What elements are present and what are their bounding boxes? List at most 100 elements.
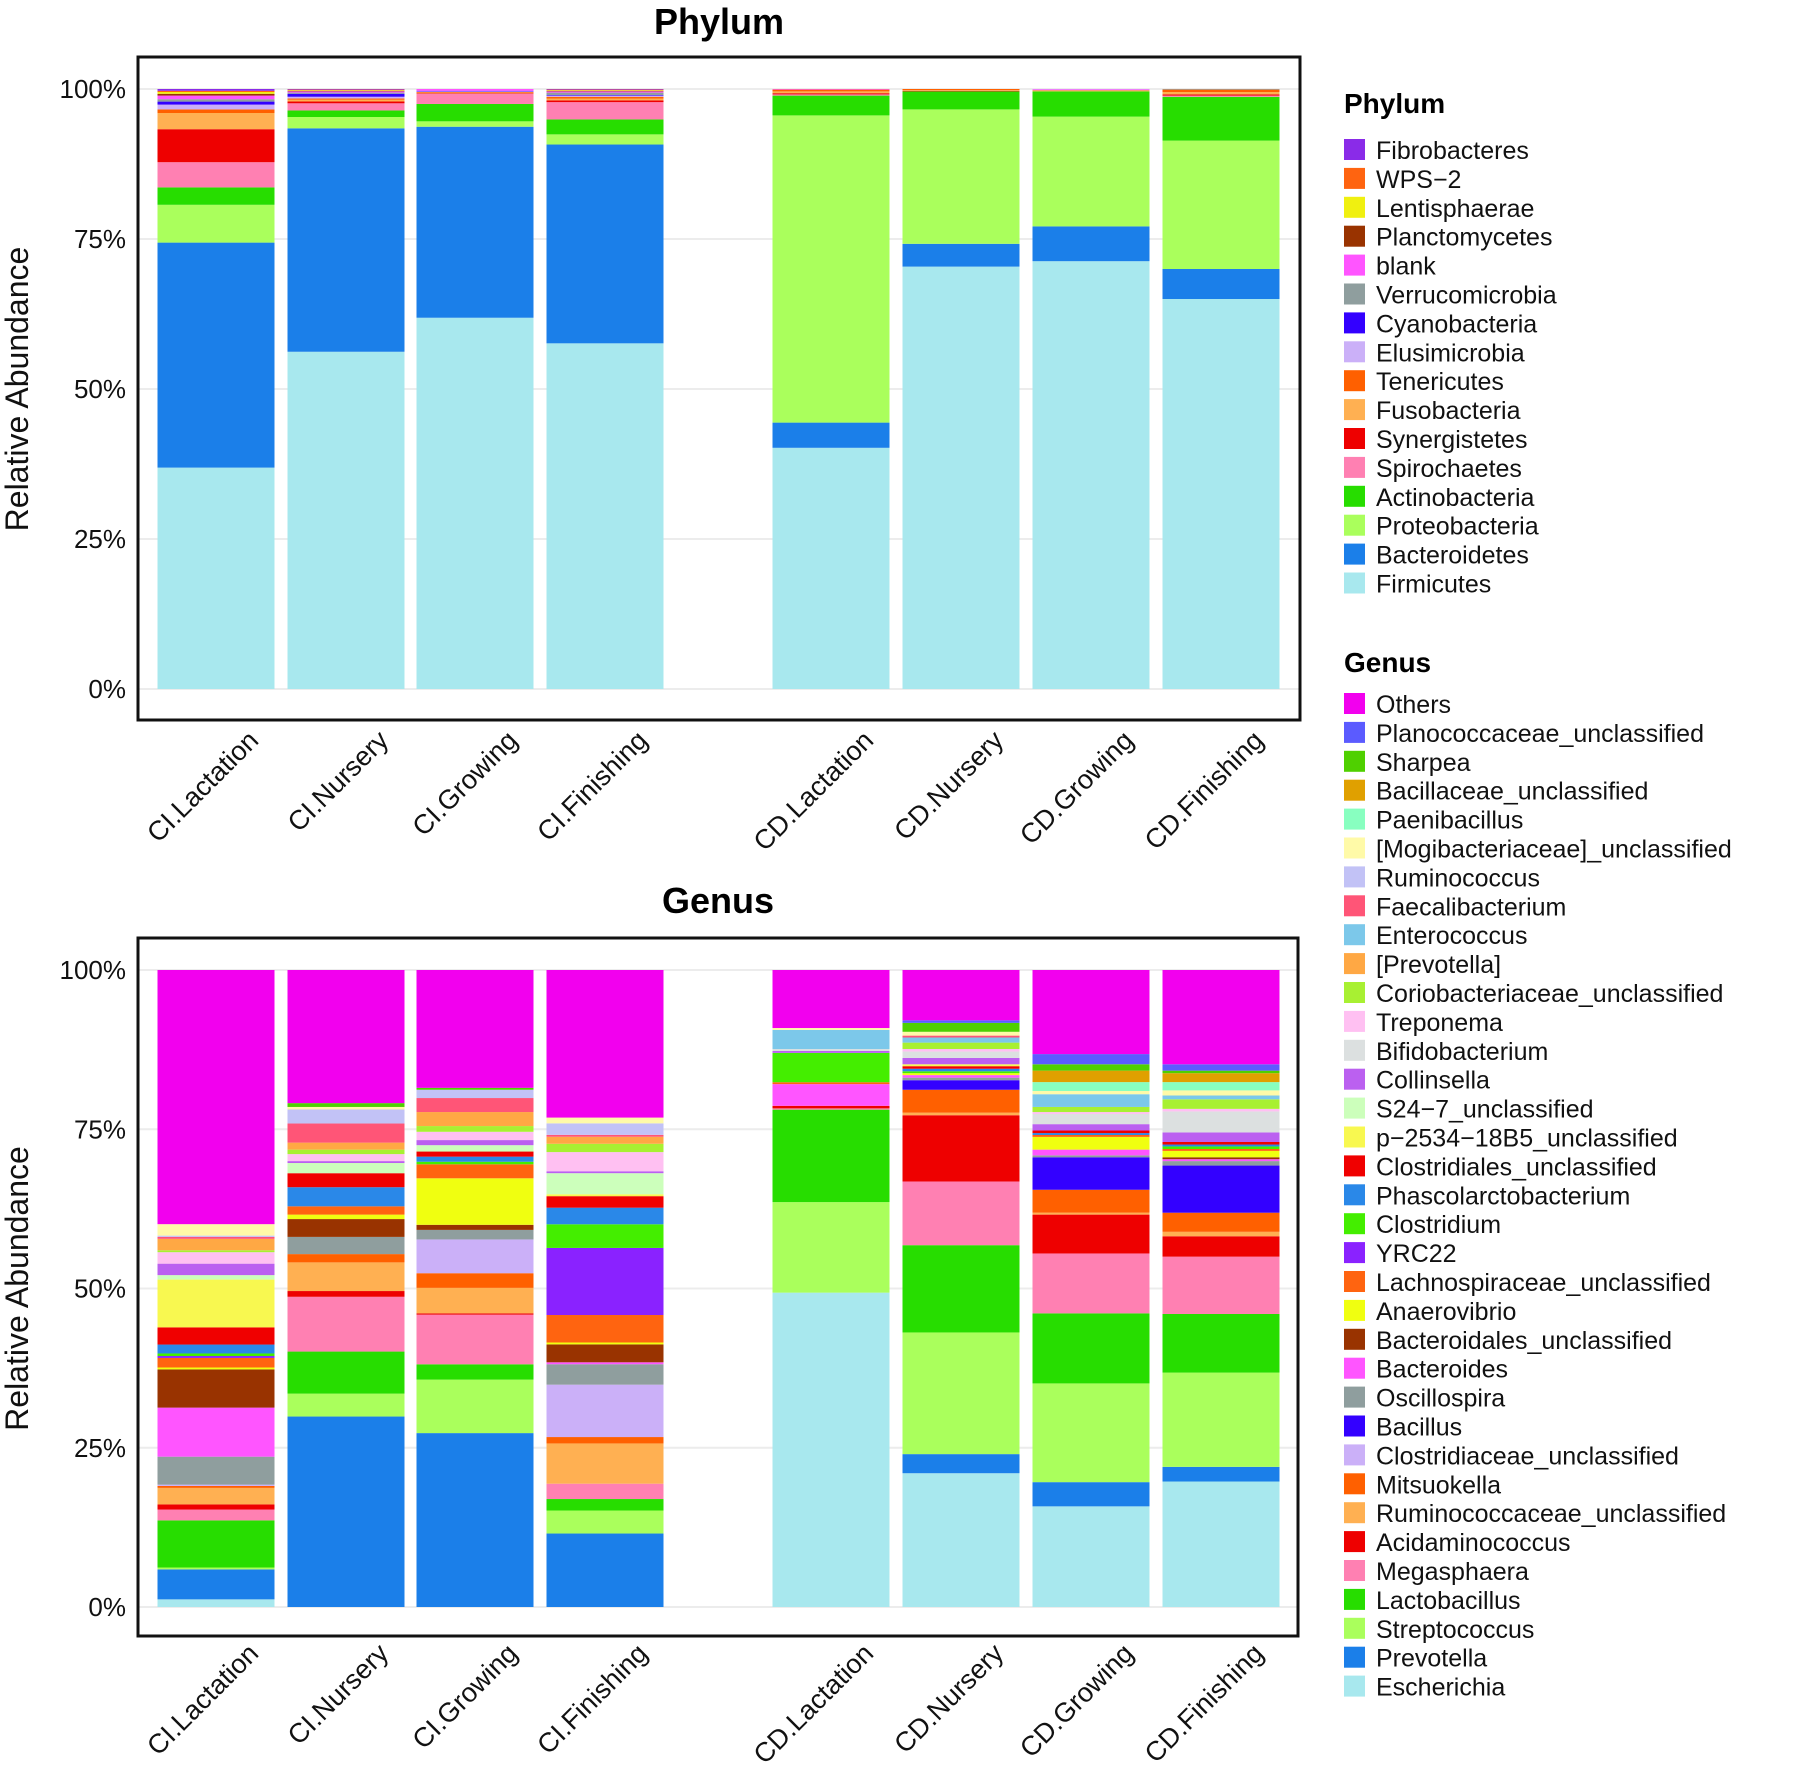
bar-segment-ci-lactation-3: [157, 1520, 275, 1568]
bar-segment-cd-growing-3: [1032, 1313, 1150, 1384]
bar-segment-cd-growing-21: [1032, 1124, 1150, 1131]
bar-segment-cd-growing-11: [1032, 1149, 1150, 1156]
bar-segment-ci-lactation-14: [157, 1357, 275, 1368]
legend-label: Sharpea: [1376, 749, 1471, 777]
bar-segment-ci-lactation-10: [157, 1456, 275, 1485]
bar-segment-ci-nursery-6: [287, 1262, 405, 1292]
legend-swatch: [1344, 370, 1365, 392]
bar-segment-ci-finishing-28: [546, 1123, 664, 1135]
bar-segment-ci-finishing-10: [546, 92, 664, 95]
y-tick-label: 50%: [74, 1274, 126, 1304]
bar-segment-cd-finishing-6: [1162, 92, 1280, 95]
bar-segment-ci-lactation-11: [157, 95, 275, 100]
bar-segment-ci-finishing-17: [546, 1207, 664, 1225]
legend-swatch: [1344, 456, 1365, 478]
bar-segment-cd-growing-30: [1032, 1082, 1150, 1092]
legend-swatch: [1344, 1560, 1365, 1581]
bar-segment-cd-growing-0: [1032, 261, 1150, 689]
bar-segment-cd-nursery-34: [902, 970, 1020, 1021]
legend-label: Elusimicrobia: [1376, 339, 1525, 367]
bar-segment-cd-finishing-26: [1162, 1095, 1280, 1100]
legend-swatch: [1344, 283, 1365, 305]
bar-segment-cd-finishing-14: [1162, 1148, 1280, 1151]
bar-segment-cd-lactation-6: [772, 91, 890, 94]
bar-segment-ci-lactation-27: [157, 1236, 275, 1239]
bar-segment-ci-nursery-23: [287, 1154, 405, 1162]
legend-label: Cyanobacteria: [1376, 310, 1537, 338]
bar-segment-ci-nursery-1: [287, 128, 405, 352]
bar-segment-cd-finishing-2: [1162, 140, 1280, 269]
bar-segment-ci-lactation-12: [157, 93, 275, 96]
bar-segment-ci-growing-24: [416, 1126, 534, 1132]
bar-segment-ci-finishing-11: [546, 1362, 664, 1365]
bar-segment-cd-nursery-2: [902, 1332, 1020, 1455]
legend-label: Bacillus: [1376, 1414, 1462, 1442]
legend-swatch: [1344, 514, 1365, 536]
bar-segment-cd-lactation-7: [772, 89, 890, 92]
legend-label: Faecalibacterium: [1376, 893, 1566, 921]
bar-segment-cd-nursery-27: [902, 1035, 1020, 1038]
bar-segment-ci-growing-25: [416, 1112, 534, 1127]
x-tick-label: CD.Finishing: [1139, 725, 1270, 856]
bar-segment-ci-finishing-10: [546, 1364, 664, 1385]
legend-label: Collinsella: [1376, 1067, 1490, 1095]
bar-segment-cd-finishing-2: [1162, 1372, 1280, 1467]
bar-segment-ci-finishing-8: [546, 95, 664, 97]
x-tick-label: CI.Lactation: [141, 1638, 264, 1761]
bar-segment-cd-lactation-0: [772, 1292, 890, 1607]
legend-label: Lactobacillus: [1376, 1587, 1521, 1615]
bar-segment-ci-lactation-16: [157, 1353, 275, 1357]
legend-label: Verrucomicrobia: [1376, 282, 1557, 310]
legend-label: Ruminococcaceae_unclassified: [1376, 1500, 1726, 1528]
bar-segment-ci-growing-8: [416, 1239, 534, 1274]
bar-segment-cd-growing-13: [1032, 1136, 1150, 1150]
genus-legend: Genus OthersPlanococcaceae_unclassifiedSh…: [1344, 647, 1732, 1702]
bar-segment-ci-lactation-17: [157, 1344, 275, 1354]
bar-segment-ci-finishing-19: [546, 1194, 664, 1197]
bar-segment-cd-growing-9: [1032, 1157, 1150, 1190]
bar-segment-ci-lactation-3: [157, 187, 275, 205]
bar-segment-ci-growing-0: [416, 317, 534, 689]
bar-segment-ci-finishing-21: [546, 1171, 664, 1174]
bar-segment-ci-nursery-32: [287, 1103, 405, 1107]
bar-segment-cd-nursery-7: [902, 1089, 1020, 1113]
legend-title: Genus: [1344, 647, 1431, 678]
bar-segment-ci-finishing-2: [546, 1510, 664, 1534]
bar-segment-ci-lactation-7: [157, 109, 275, 113]
bar-segment-cd-growing-2: [1032, 116, 1150, 227]
bar-segment-ci-finishing-16: [546, 1224, 664, 1248]
bar-segment-ci-growing-27: [416, 1098, 534, 1113]
bar-segment-ci-lactation-6: [157, 1487, 275, 1505]
bar-segment-cd-nursery-32: [902, 1022, 1020, 1032]
legend-label: Fibrobacteres: [1376, 137, 1529, 165]
legend-label: Bifidobacterium: [1376, 1038, 1548, 1066]
legend-swatch: [1344, 1299, 1365, 1321]
legend-label: p−2534−18B5_unclassified: [1376, 1125, 1678, 1153]
bar-segment-ci-finishing-4: [546, 1483, 664, 1500]
x-tick-label: CI.Lactation: [141, 725, 264, 848]
bar-segment-cd-lactation-14: [772, 1082, 890, 1085]
bar-segment-cd-nursery-0: [902, 266, 1020, 689]
legend-swatch: [1344, 572, 1365, 594]
legend-swatch: [1344, 1588, 1365, 1610]
bar-segment-cd-growing-23: [1032, 1112, 1150, 1114]
bar-segment-ci-nursery-14: [287, 89, 405, 91]
legend-swatch: [1344, 982, 1365, 1003]
legend-swatch: [1344, 543, 1365, 565]
bar-segment-cd-growing-24: [1032, 1106, 1150, 1113]
bar-segment-cd-finishing-30: [1162, 1082, 1280, 1091]
bar-segment-cd-growing-31: [1032, 1070, 1150, 1083]
bar-segment-ci-nursery-27: [287, 1123, 405, 1143]
bar-segment-ci-finishing-24: [546, 1143, 664, 1153]
legend-swatch: [1344, 167, 1365, 189]
bar-segment-cd-finishing-29: [1162, 1090, 1280, 1096]
bar-segment-cd-finishing-6: [1162, 1231, 1280, 1237]
y-tick-label: 100%: [60, 74, 127, 104]
bar-segment-cd-lactation-22: [772, 1049, 890, 1051]
bar-segment-ci-growing-23: [416, 1131, 534, 1141]
bar-segment-cd-lactation-21: [772, 1050, 890, 1053]
bar-segment-ci-finishing-29: [546, 1117, 664, 1124]
bar-segment-cd-lactation-3: [772, 95, 890, 116]
bar-segment-cd-nursery-3: [902, 1245, 1020, 1333]
plot-frame: [136, 936, 1300, 1638]
